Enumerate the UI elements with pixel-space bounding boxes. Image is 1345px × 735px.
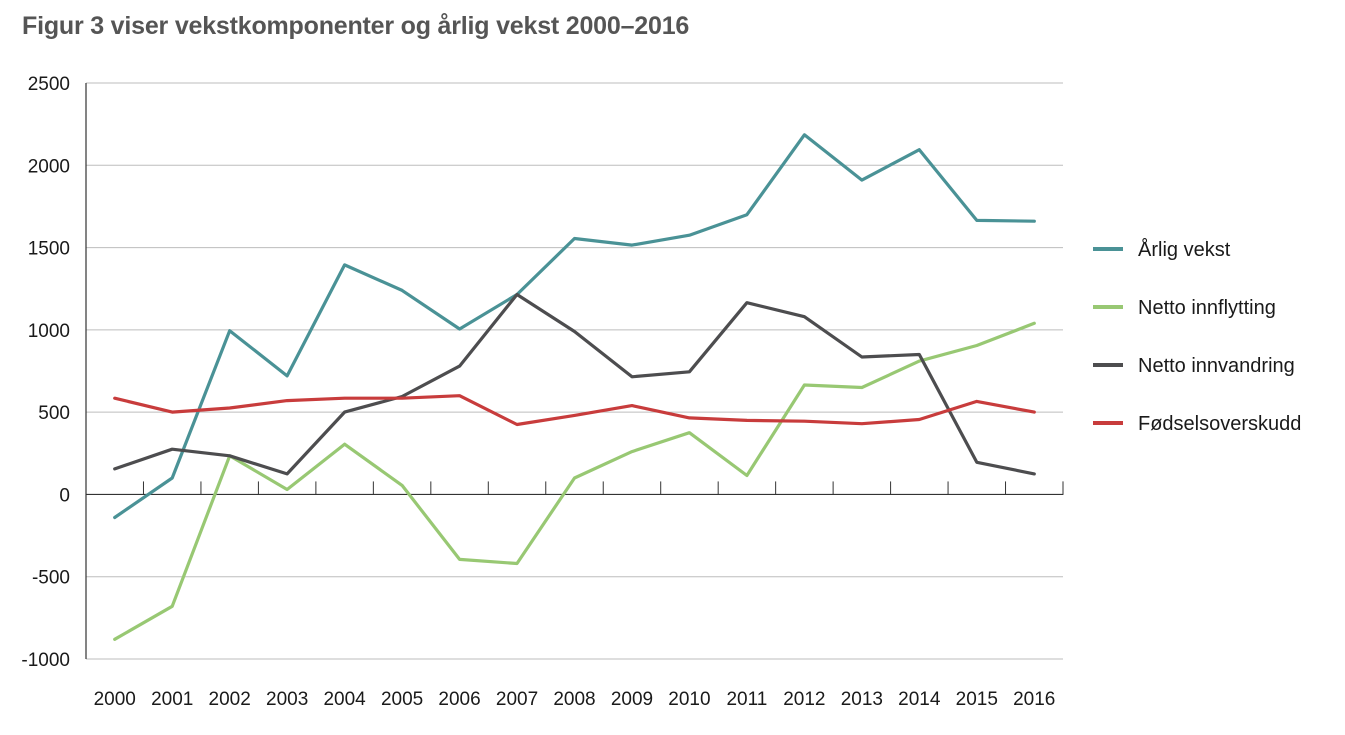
- gridlines: [86, 82, 1063, 660]
- x-tick-label: 2014: [898, 689, 941, 710]
- x-axis-tick-labels: 2000 2001 2002 2003 2004 2005 2006 2007 2008 2009…: [94, 689, 1056, 710]
- y-tick-label: 2500: [28, 74, 70, 95]
- x-tick-label: 2006: [438, 689, 480, 710]
- x-tick-label: 2000: [94, 689, 136, 710]
- x-tick-label: 2005: [381, 689, 423, 710]
- series-line-1: [113, 321, 1036, 641]
- series-lines: [113, 133, 1036, 641]
- y-tick-label: 0: [59, 485, 70, 506]
- y-tick-label: 1500: [28, 239, 70, 260]
- x-tick-label: 2001: [151, 689, 193, 710]
- x-tick-label: 2003: [266, 689, 308, 710]
- x-tick-label: 2002: [209, 689, 251, 710]
- y-tick-label: -500: [32, 568, 70, 589]
- series-line-2: [113, 292, 1036, 476]
- chart-title: Figur 3 viser vekstkomponenter og årlig …: [22, 12, 690, 40]
- series-line-0: [113, 133, 1036, 520]
- y-axis-tick-labels: 2500 2000 1500 1000 500 0 -500 -1000: [21, 74, 70, 671]
- x-tick-label: 2015: [956, 689, 998, 710]
- x-tick-label: 2010: [668, 689, 710, 710]
- legend-label-1: Netto innflytting: [1138, 297, 1276, 319]
- x-tick-label: 2011: [726, 689, 767, 710]
- legend: Årlig vekst Netto innflytting Netto innvan…: [1093, 238, 1301, 435]
- x-tick-label: 2016: [1013, 689, 1055, 710]
- legend-label-2: Netto innvandring: [1138, 355, 1295, 377]
- x-tick-label: 2004: [323, 689, 366, 710]
- legend-label-0: Årlig vekst: [1138, 238, 1231, 261]
- legend-label-3: Fødselsoverskudd: [1138, 413, 1301, 435]
- y-tick-label: 500: [38, 403, 70, 424]
- x-tick-label: 2008: [553, 689, 595, 710]
- y-tick-label: 1000: [28, 321, 70, 342]
- y-tick-label: 2000: [28, 156, 70, 177]
- x-tick-label: 2013: [841, 689, 883, 710]
- x-tick-label: 2007: [496, 689, 538, 710]
- x-tick-label: 2012: [783, 689, 825, 710]
- axes: [85, 83, 1064, 659]
- y-tick-label: -1000: [21, 650, 70, 671]
- series-line-3: [113, 394, 1036, 427]
- x-tick-label: 2009: [611, 689, 653, 710]
